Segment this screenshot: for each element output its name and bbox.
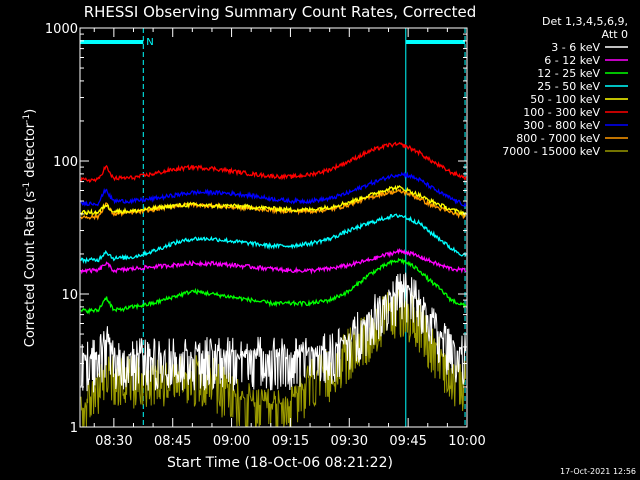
series-line-0: [80, 272, 467, 393]
legend-header-attenuator: Att 0: [602, 28, 628, 41]
legend-label-4: 50 - 100 keV: [530, 93, 600, 106]
series-line-5: [80, 141, 467, 183]
legend-label-0: 3 - 6 keV: [551, 41, 600, 54]
plot-frame: [79, 27, 468, 428]
x-tick-label-0: 08:30: [95, 434, 132, 449]
footer-date: 17-Oct-2021 12:56: [560, 467, 636, 476]
axes: 1000 100 10 1 08:30 08:45 09:00 09:15 09:30 09:45…: [45, 22, 486, 449]
legend-label-1: 6 - 12 keV: [544, 54, 600, 67]
plot-area: N: [80, 28, 467, 428]
legend-label-7: 800 - 7000 keV: [516, 132, 600, 145]
legend-header-detectors: Det 1,3,4,5,6,9,: [542, 15, 628, 28]
series-line-6: [80, 171, 467, 208]
y-axis-label-main: Corrected Count Rate (s: [23, 191, 38, 348]
chart-title: RHESSI Observing Summary Count Rates, Co…: [84, 3, 477, 21]
x-tick-label-1: 08:45: [154, 434, 191, 449]
legend-label-3: 25 - 50 keV: [537, 80, 600, 93]
y-axis-label-end: ): [23, 109, 38, 114]
x-tick-label-2: 09:00: [213, 434, 250, 449]
series-line-2: [80, 257, 467, 315]
y-axis-label-sup1: -1: [22, 182, 32, 191]
x-tick-label-3: 09:15: [272, 434, 309, 449]
legend-label-6: 300 - 800 keV: [523, 119, 600, 132]
legend-label-8: 7000 - 15000 keV: [502, 145, 600, 158]
x-axis-label: Start Time (18-Oct-06 08:21:22): [167, 455, 393, 471]
y-tick-label-2: 10: [61, 288, 78, 303]
x-tick-label-5: 09:45: [389, 434, 426, 449]
x-tick-label-6: 10:00: [448, 434, 485, 449]
series-line-1: [80, 247, 467, 275]
series-line-4: [80, 184, 467, 217]
y-tick-label-3: 1: [70, 421, 78, 436]
legend-label-2: 12 - 25 keV: [537, 67, 600, 80]
y-axis-label-sup2: -1: [22, 114, 32, 123]
flag-label-0: N: [146, 37, 153, 48]
legend-label-5: 100 - 300 keV: [523, 106, 600, 119]
series-line-3: [80, 213, 467, 265]
y-tick-label-0: 1000: [45, 22, 78, 37]
y-tick-label-1: 100: [53, 155, 78, 170]
y-axis-label-mid: detector: [23, 122, 38, 182]
x-tick-label-4: 09:30: [331, 434, 368, 449]
y-axis-label: Corrected Count Rate (s-1 detector-1): [22, 109, 38, 347]
